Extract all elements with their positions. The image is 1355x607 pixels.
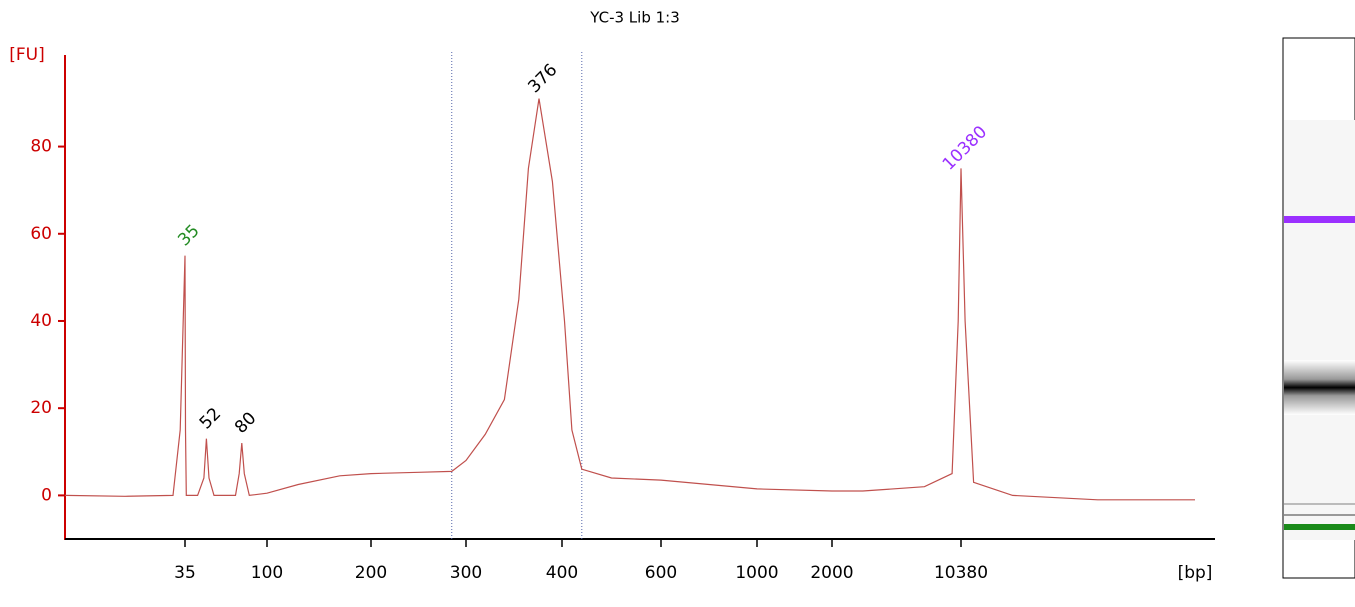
x-tick-label: 2000 [810, 563, 853, 583]
peak-label: 376 [524, 60, 561, 97]
y-tick-label: 40 [30, 311, 52, 331]
x-tick-label: 100 [251, 563, 283, 583]
gel-band [1284, 360, 1355, 415]
peak-label: 80 [231, 408, 260, 437]
peak-label: 10380 [939, 122, 991, 174]
x-tick-label: 600 [645, 563, 677, 583]
chart-title: YC-3 Lib 1:3 [589, 9, 680, 27]
gel-band [1284, 503, 1355, 505]
x-tick-label: 1000 [735, 563, 778, 583]
gel-band [1284, 524, 1355, 530]
peak-label: 52 [196, 404, 225, 433]
x-tick-label: 35 [174, 563, 196, 583]
x-axis-label: [bp] [1178, 563, 1213, 583]
gel-lane [1282, 37, 1355, 579]
x-tick-label: 10380 [934, 563, 988, 583]
x-tick-label: 200 [355, 563, 387, 583]
trace [64, 98, 1195, 501]
y-tick-label: 20 [30, 398, 52, 418]
gel-band [1284, 514, 1355, 516]
y-tick-label: 80 [30, 137, 52, 157]
gel-background [1284, 120, 1355, 540]
peak-label: 35 [174, 221, 203, 250]
y-tick-label: 0 [41, 485, 52, 505]
y-tick-label: 60 [30, 224, 52, 244]
gel-band [1284, 216, 1355, 223]
y-axis-label: [FU] [9, 45, 45, 65]
x-tick-label: 300 [450, 563, 482, 583]
x-tick-label: 400 [546, 563, 578, 583]
